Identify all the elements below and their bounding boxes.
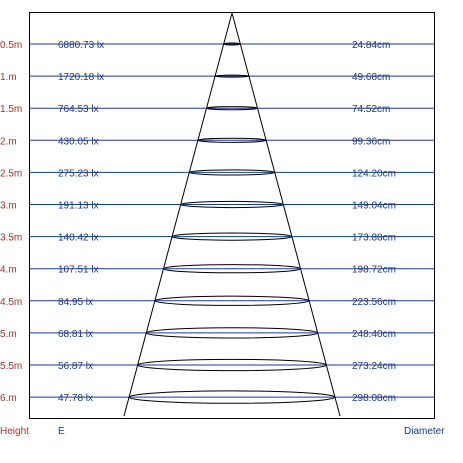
beam-ellipse	[180, 200, 284, 209]
diameter-value: 24.84cm	[352, 40, 390, 51]
row-labels: 0.5m 6880.73 lx 24.84cm 1.m 1720.18 lx 49.68c…	[0, 40, 396, 404]
diameter-value: 49.68cm	[352, 72, 390, 83]
height-label: 0.5m	[0, 40, 22, 51]
illuminance-value: 56.87 lx	[58, 361, 93, 372]
footer-height-label: Height	[0, 426, 29, 437]
footer-diameter-label: Diameter	[404, 426, 445, 437]
beam-ellipse	[223, 42, 241, 46]
height-label: 1.m	[0, 72, 17, 83]
height-label: 4.5m	[0, 297, 22, 308]
cone-right-edge	[231, 12, 341, 417]
height-label: 5.m	[0, 329, 17, 340]
beam-ellipse	[162, 264, 302, 274]
diameter-value: 99.36cm	[352, 136, 390, 147]
beam-ellipse	[145, 327, 319, 339]
beam-ellipse	[214, 74, 250, 78]
height-label: 3.5m	[0, 233, 22, 244]
beam-ellipse	[205, 106, 259, 111]
height-label: 4.m	[0, 265, 17, 276]
illuminance-value: 191.13 lx	[58, 201, 99, 212]
height-label: 6.m	[0, 393, 17, 404]
beam-ellipse	[188, 169, 276, 176]
beam-ellipse	[171, 232, 293, 241]
diameter-value: 74.52cm	[352, 104, 390, 115]
illuminance-value: 84.95 lx	[58, 297, 93, 308]
diameter-value: 223.56cm	[352, 297, 396, 308]
beam-ellipse	[137, 358, 327, 372]
beam-ellipse	[154, 295, 310, 306]
diameter-value: 124.20cm	[352, 168, 396, 179]
beam-ellipse	[197, 137, 267, 143]
diagram-frame	[29, 12, 435, 419]
diameter-value: 298.08cm	[352, 393, 396, 404]
illuminance-value: 764.53 lx	[58, 104, 99, 115]
illuminance-value: 140.42 lx	[58, 233, 99, 244]
illuminance-value: 68.81 lx	[58, 329, 93, 340]
beam-ellipse	[128, 390, 336, 404]
beam-cone	[123, 12, 341, 417]
diameter-value: 173.88cm	[352, 233, 396, 244]
illuminance-value: 430.05 lx	[58, 136, 99, 147]
footer-lux-label: E	[58, 426, 65, 437]
illuminance-value: 1720.18 lx	[58, 72, 104, 83]
diameter-value: 273.24cm	[352, 361, 396, 372]
illuminance-value: 6880.73 lx	[58, 40, 104, 51]
height-label: 2.m	[0, 136, 17, 147]
illuminance-value: 47.78 lx	[58, 393, 93, 404]
cone-left-edge	[123, 12, 233, 417]
illuminance-value: 275.23 lx	[58, 168, 99, 179]
height-label: 5.5m	[0, 361, 22, 372]
height-label: 1.5m	[0, 104, 22, 115]
height-label: 3.m	[0, 201, 17, 212]
diameter-value: 198.72cm	[352, 265, 396, 276]
grid-lines	[30, 43, 434, 398]
diameter-value: 149.04cm	[352, 201, 396, 212]
height-label: 2.5m	[0, 168, 22, 179]
diameter-value: 248.40cm	[352, 329, 396, 340]
illuminance-value: 107.51 lx	[58, 265, 99, 276]
